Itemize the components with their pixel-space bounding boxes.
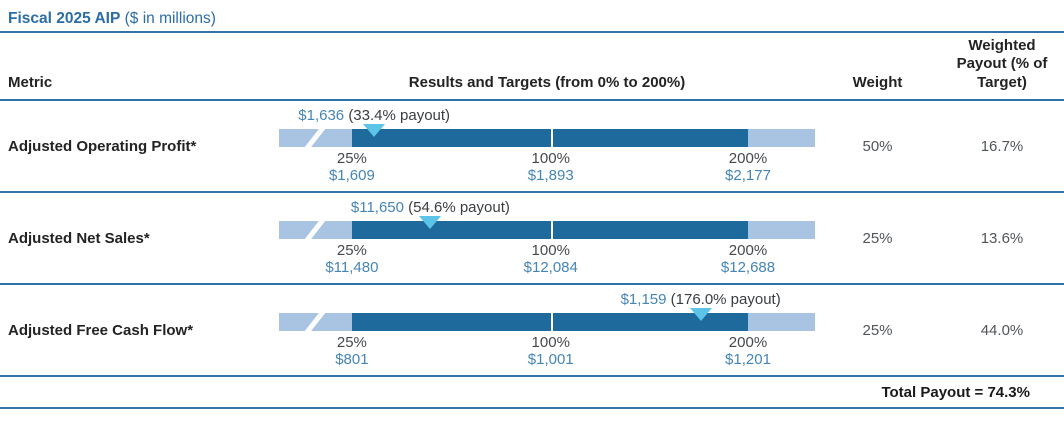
gauge-tick: 25% $801 xyxy=(335,334,368,368)
target-tick-line xyxy=(550,313,553,331)
tick-percent: 100% xyxy=(531,334,570,351)
payout-gauge: $1,159 (176.0% payout) 25% $801 100% $1,00… xyxy=(279,290,815,370)
gauge-bar-track xyxy=(279,129,815,147)
tick-dollar-value: $2,177 xyxy=(725,167,771,184)
result-payout-note: (176.0% payout) xyxy=(666,291,781,308)
gauge-ticks: 25% $801 100% $1,001 200% $1,201 xyxy=(279,334,815,370)
gauge-bar-wrap xyxy=(279,216,815,239)
metric-label: Adjusted Free Cash Flow* xyxy=(8,321,194,339)
tick-percent: 200% xyxy=(728,334,768,351)
table-header-row: Metric Results and Targets (from 0% to 2… xyxy=(0,33,1064,101)
gauge-tick: 100% $1,001 xyxy=(528,334,574,368)
result-payout-note: (33.4% payout) xyxy=(344,107,451,124)
gauge-tick: 200% $2,177 xyxy=(725,150,771,184)
tick-dollar-value: $12,084 xyxy=(523,259,578,276)
axis-break-slash xyxy=(303,221,327,239)
gauge-bar-range xyxy=(351,221,748,239)
axis-break-slash xyxy=(303,313,327,331)
tick-dollar-value: $1,609 xyxy=(328,167,375,184)
result-line: $11,650 (54.6% payout) xyxy=(279,198,815,219)
gauge-tick: 100% $1,893 xyxy=(528,150,574,184)
gauge-bar-wrap xyxy=(279,308,815,331)
result-value: $11,650 xyxy=(350,199,404,216)
gauge-bar-track xyxy=(279,313,815,331)
gauge-tick: 200% $1,201 xyxy=(725,334,771,368)
table-row: Adjusted Net Sales* $11,650 (54.6% payou… xyxy=(0,193,1064,285)
tick-dollar-value: $11,480 xyxy=(325,259,379,276)
result-marker xyxy=(689,308,712,321)
result-marker xyxy=(363,124,386,137)
gauge-bar-wrap xyxy=(279,124,815,147)
column-header-weighted-payout: Weighted Payout (% of Target) xyxy=(956,37,1048,91)
axis-break-slash xyxy=(303,129,327,147)
table-row: Adjusted Operating Profit* $1,636 (33.4%… xyxy=(0,101,1064,193)
tick-percent: 200% xyxy=(728,150,768,167)
result-value: $1,636 xyxy=(298,107,345,124)
tick-dollar-value: $12,688 xyxy=(720,259,776,276)
result-payout-note: (54.6% payout) xyxy=(403,199,510,216)
column-header-weight: Weight xyxy=(852,73,903,91)
tick-percent: 25% xyxy=(336,150,367,167)
tick-dollar-value: $1,001 xyxy=(527,351,574,368)
gauge-tick: 100% $12,084 xyxy=(524,242,578,276)
column-header-results-targets: Results and Targets (from 0% to 200%) xyxy=(408,73,686,91)
gauge-tick: 200% $12,688 xyxy=(721,242,775,276)
weight-value: 25% xyxy=(862,229,893,247)
gauge-ticks: 25% $1,609 100% $1,893 200% $2,177 xyxy=(279,150,815,186)
weighted-payout-value: 44.0% xyxy=(980,321,1024,339)
gauge-bar-track xyxy=(279,221,815,239)
table-row: Adjusted Free Cash Flow* $1,159 (176.0% … xyxy=(0,285,1064,377)
result-value: $1,159 xyxy=(620,291,667,308)
table-title: Fiscal 2025 AIP ($ in millions) xyxy=(0,0,1064,33)
target-tick-line xyxy=(550,129,553,147)
total-payout-row: Total Payout = 74.3% xyxy=(0,377,1064,409)
weighted-payout-value: 16.7% xyxy=(980,137,1024,155)
gauge-tick: 25% $1,609 xyxy=(329,150,375,184)
total-payout-label: Total Payout = 74.3% xyxy=(881,383,1030,401)
weighted-payout-value: 13.6% xyxy=(980,229,1024,247)
column-header-metric: Metric xyxy=(8,73,53,91)
result-label: $1,159 (176.0% payout) xyxy=(621,291,781,308)
tick-dollar-value: $1,201 xyxy=(725,351,771,368)
metric-label: Adjusted Net Sales* xyxy=(8,229,150,247)
payout-gauge: $11,650 (54.6% payout) 25% $11,480 100% $1… xyxy=(279,198,815,278)
gauge-ticks: 25% $11,480 100% $12,084 200% $12,688 xyxy=(279,242,815,278)
tick-percent: 25% xyxy=(336,242,367,259)
gauge-bar-range xyxy=(351,129,748,147)
tick-percent: 200% xyxy=(728,242,768,259)
weight-value: 25% xyxy=(862,321,893,339)
result-marker xyxy=(419,216,442,229)
payout-gauge: $1,636 (33.4% payout) 25% $1,609 100% $1,8… xyxy=(279,106,815,186)
result-line: $1,636 (33.4% payout) xyxy=(279,106,815,127)
result-line: $1,159 (176.0% payout) xyxy=(279,290,815,311)
target-tick-line xyxy=(550,221,553,239)
tick-percent: 25% xyxy=(336,334,367,351)
tick-percent: 100% xyxy=(531,150,570,167)
title-units: ($ in millions) xyxy=(120,10,216,27)
gauge-tick: 25% $11,480 xyxy=(325,242,378,276)
metric-label: Adjusted Operating Profit* xyxy=(8,137,197,155)
tick-dollar-value: $1,893 xyxy=(527,167,574,184)
title-main: Fiscal 2025 AIP xyxy=(8,10,121,27)
tick-percent: 100% xyxy=(531,242,570,259)
result-label: $1,636 (33.4% payout) xyxy=(298,107,450,124)
weight-value: 50% xyxy=(862,137,893,155)
gauge-bar-range xyxy=(351,313,748,331)
tick-dollar-value: $801 xyxy=(335,351,369,368)
result-label: $11,650 (54.6% payout) xyxy=(351,199,510,216)
